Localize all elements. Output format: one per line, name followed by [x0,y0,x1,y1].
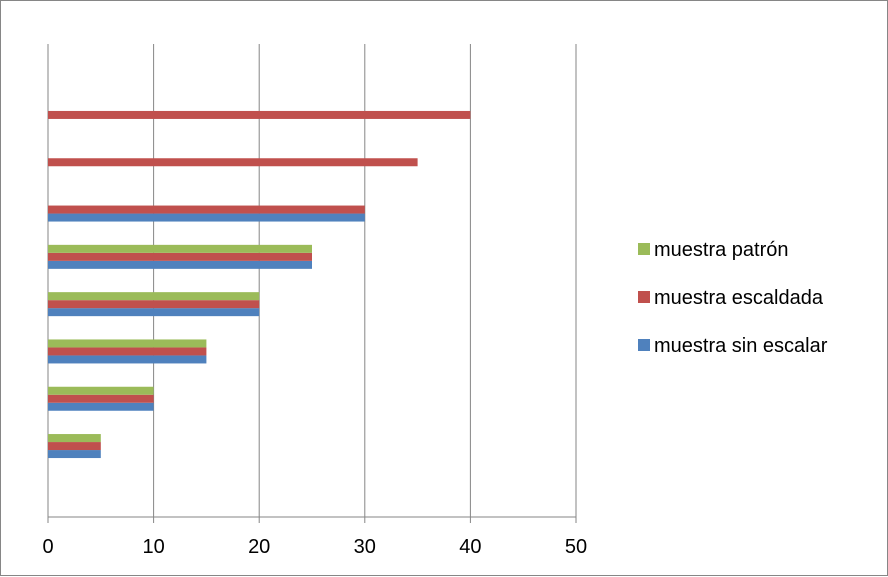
bar [48,300,260,309]
x-tick-label: 20 [248,536,270,558]
bar [48,213,365,222]
bar [48,442,101,451]
legend-swatch [638,291,650,303]
bar [48,339,207,348]
bar [48,292,260,301]
x-tick-label: 30 [354,536,376,558]
bars [48,110,471,459]
bar [48,402,154,411]
bar [48,110,471,119]
legend-label: muestra sin escalar [654,335,828,357]
bar [48,205,365,214]
bar [48,394,154,403]
legend-swatch [638,339,650,351]
legend-swatch [638,243,650,255]
legend-label: muestra escaldada [654,287,824,309]
x-axis: 0 10 20 30 40 50 [42,516,587,558]
legend-label: muestra patrón [654,239,789,261]
bar [48,434,101,443]
bar [48,450,101,459]
bar [48,355,207,364]
x-tick-label: 0 [42,536,53,558]
bar [48,386,154,395]
bar [48,308,260,317]
x-tick-label: 40 [459,536,481,558]
bar [48,347,207,356]
bar [48,244,312,253]
legend: muestra patrón muestra escaldada muestra s… [638,239,828,357]
x-tick-label: 10 [142,536,164,558]
x-tick-label: 50 [565,536,587,558]
bar [48,260,312,269]
bar [48,158,418,167]
bar [48,252,312,261]
